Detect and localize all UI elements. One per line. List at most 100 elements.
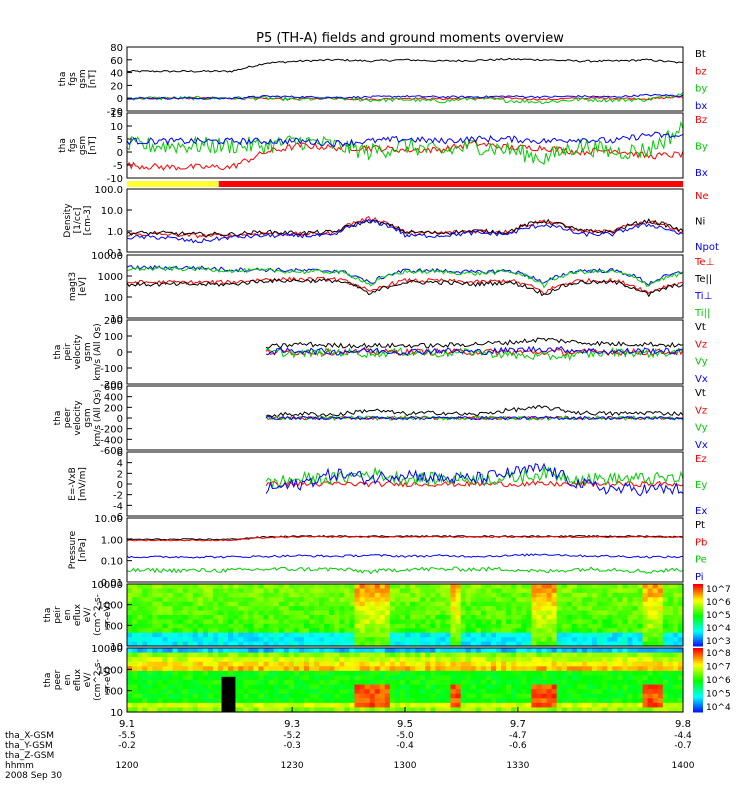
spectrogram-cell: [233, 601, 239, 607]
y-axis-label-line: sr-eV): [103, 667, 113, 693]
y-tick-label: 1000: [98, 665, 123, 676]
spectrogram-cell: [627, 698, 634, 704]
spectrogram-cell: [642, 693, 649, 699]
spectrogram-cell: [379, 675, 386, 681]
spectrogram-cell: [405, 623, 411, 629]
spectrogram-cell: [465, 684, 472, 690]
spectrogram-cell: [470, 584, 477, 590]
spectrogram-cell: [450, 698, 457, 704]
spectrogram-cell: [652, 702, 659, 709]
spectrogram-cell: [207, 597, 214, 603]
spectrogram-cell: [127, 648, 133, 654]
spectrogram-cell: [541, 707, 548, 713]
spectrogram-cell: [187, 670, 194, 677]
spectrogram-cell: [339, 619, 345, 625]
spectrogram-cell: [258, 623, 265, 629]
spectrogram-cell: [506, 584, 512, 590]
spectrogram-cell: [399, 610, 406, 616]
spectrogram-cell: [480, 684, 487, 690]
spectrogram-cell: [455, 680, 462, 686]
spectrogram-cell: [627, 592, 634, 598]
spectrogram-cell: [622, 675, 628, 681]
spectrogram-cell: [581, 652, 588, 658]
spectrogram-cell: [334, 584, 340, 590]
spectrogram-cell: [233, 623, 239, 629]
spectrogram-cell: [642, 648, 649, 654]
spectrogram-cell: [475, 606, 482, 612]
spectrogram-cell: [556, 601, 563, 607]
spectrogram-cell: [586, 680, 593, 686]
spectrogram-cell: [132, 592, 138, 598]
spectrogram-cell: [501, 648, 507, 654]
spectrogram-cell: [349, 601, 356, 607]
spectrogram-cell: [465, 680, 472, 686]
spectrogram-cell: [202, 588, 209, 594]
spectrogram-cell: [516, 628, 522, 634]
spectrogram-cell: [324, 670, 330, 677]
spectrogram-cell: [339, 601, 345, 607]
spectrogram-cell: [354, 652, 361, 658]
spectrogram-cell: [506, 641, 512, 647]
spectrogram-cell: [142, 670, 148, 677]
legend-vx: Vx: [695, 440, 708, 451]
y-tick-label: 5: [117, 135, 123, 146]
spectrogram-cell: [248, 684, 254, 690]
spectrogram-cell: [455, 584, 462, 590]
spectrogram-cell: [192, 693, 199, 699]
spectrogram-cell: [354, 632, 361, 638]
spectrogram-cell: [187, 610, 194, 616]
spectrogram-cell: [470, 601, 477, 607]
spectrogram-cell: [202, 698, 209, 704]
spectrogram-cell: [637, 641, 644, 647]
spectrogram-cell: [521, 597, 527, 603]
spectrogram-cell: [197, 702, 204, 709]
spectrogram-cell: [546, 592, 553, 598]
spectrogram-cell: [283, 584, 290, 590]
spectrogram-cell: [369, 702, 376, 709]
spectrogram-cell: [137, 584, 143, 590]
spectrogram-cell: [172, 693, 179, 699]
spectrogram-cell: [455, 641, 462, 647]
spectrogram-cell: [298, 675, 305, 681]
spectrogram-cell: [566, 689, 573, 695]
spectrogram-cell: [152, 606, 158, 612]
spectrogram-cell: [627, 707, 634, 713]
spectrogram-cell: [627, 675, 634, 681]
spectrogram-cell: [511, 628, 517, 634]
spectrogram-cell: [662, 670, 669, 677]
spectrogram-cell: [602, 680, 608, 686]
spectrogram-cell: [501, 637, 507, 643]
spectrogram-cell: [278, 619, 285, 625]
spectrogram-cell: [142, 597, 148, 603]
spectrogram-cell: [197, 698, 204, 704]
x-row-value: -0.2: [118, 741, 136, 751]
spectrogram-cell: [516, 606, 522, 612]
spectrogram-cell: [364, 597, 371, 603]
spectrogram-cell: [324, 702, 330, 709]
spectrogram-cell: [127, 606, 133, 612]
spectrogram-cell: [334, 702, 340, 709]
colorbar-swatch: [693, 677, 703, 681]
spectrogram-cell: [308, 652, 315, 658]
x-row-value: -5.5: [118, 731, 136, 741]
spectrogram-cell: [273, 606, 280, 612]
spectrogram-cell: [541, 628, 548, 634]
colorbar-swatch: [693, 615, 703, 618]
spectrogram-cell: [283, 680, 290, 686]
spectrogram-cell: [511, 657, 517, 663]
spectrogram-cell: [475, 648, 482, 654]
spectrogram-cell: [435, 637, 441, 643]
spectrogram-cell: [329, 597, 335, 603]
spectrogram-cell: [374, 628, 381, 634]
spectrogram-cell: [460, 707, 467, 713]
legend-npot: Npot: [695, 242, 719, 253]
spectrogram-cell: [597, 619, 603, 625]
spectrogram-cell: [490, 637, 497, 643]
spectrogram-cell: [394, 666, 401, 672]
spectrogram-cell: [526, 615, 532, 621]
spectrogram-cell: [147, 597, 153, 603]
spectrogram-cell: [571, 689, 578, 695]
spectrogram-cell: [217, 661, 224, 667]
spectrogram-cell: [642, 641, 649, 647]
spectrogram-cell: [319, 623, 325, 629]
